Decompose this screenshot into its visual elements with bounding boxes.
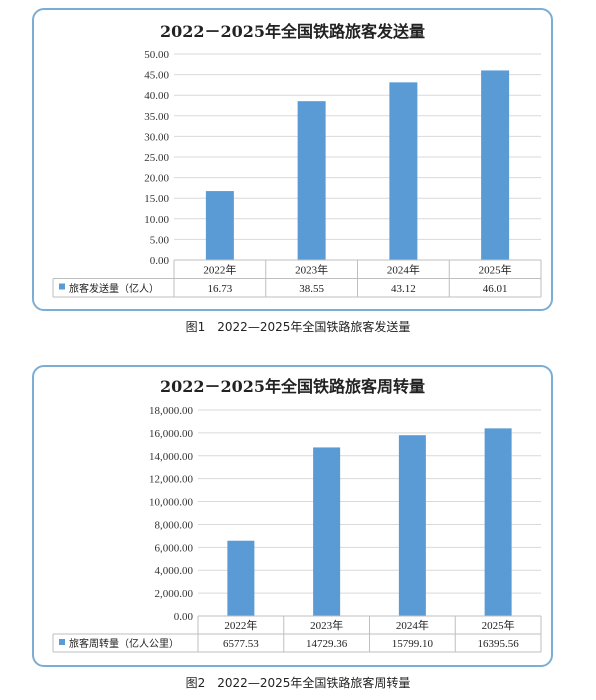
y-tick-label: 10.00 bbox=[144, 214, 169, 226]
category-label: 2025年 bbox=[479, 263, 512, 277]
data-table-value: 46.01 bbox=[483, 283, 508, 295]
bar-2024年 bbox=[389, 82, 418, 260]
y-tick-label: 8,000.00 bbox=[155, 519, 194, 531]
bar-2024年 bbox=[398, 435, 426, 616]
category-label: 2023年 bbox=[295, 263, 328, 277]
category-label: 2022年 bbox=[224, 618, 257, 632]
bar-2022年 bbox=[205, 191, 234, 260]
category-label: 2023年 bbox=[310, 618, 343, 632]
legend-key-swatch bbox=[59, 283, 65, 290]
chart-panel-passenger-turnover: 2022－2025年全国铁路旅客周转量 0.00 2,000.00 4,000.00 6… bbox=[32, 365, 553, 667]
data-table-value: 14729.36 bbox=[306, 638, 348, 650]
bar-2025年 bbox=[481, 70, 510, 260]
chart-panel-passenger-volume: 2022－2025年全国铁路旅客发送量 0.00 5.00 10.00 15.00 20.… bbox=[32, 8, 553, 311]
data-table-value: 16.73 bbox=[208, 283, 233, 295]
y-tick-label: 25.00 bbox=[144, 152, 169, 164]
data-table-value: 38.55 bbox=[299, 283, 324, 295]
category-label: 2024年 bbox=[387, 263, 420, 277]
y-tick-label: 14,000.00 bbox=[149, 451, 194, 463]
y-tick-label: 20.00 bbox=[144, 173, 169, 185]
data-table-value: 15799.10 bbox=[392, 638, 434, 650]
y-tick-label: 30.00 bbox=[144, 131, 169, 143]
y-tick-label: 10,000.00 bbox=[149, 497, 194, 509]
series-label: 旅客发送量（亿人） bbox=[69, 282, 159, 295]
data-table-value: 43.12 bbox=[391, 283, 416, 295]
y-tick-label: 16,000.00 bbox=[149, 428, 194, 440]
category-label: 2022年 bbox=[203, 263, 236, 277]
y-tick-label: 0.00 bbox=[150, 255, 170, 267]
data-table-value: 16395.56 bbox=[478, 638, 520, 650]
y-tick-label: 2,000.00 bbox=[155, 588, 194, 600]
chart-passenger-turnover: 2022－2025年全国铁路旅客周转量 0.00 2,000.00 4,000.00 6… bbox=[52, 377, 542, 653]
y-tick-label: 15.00 bbox=[144, 193, 169, 205]
figure-caption-2: 图2 2022—2025年全国铁路旅客周转量 bbox=[185, 676, 411, 690]
series-label: 旅客周转量（亿人公里） bbox=[69, 637, 179, 650]
chart-title: 2022－2025年全国铁路旅客发送量 bbox=[160, 22, 425, 41]
y-tick-label: 45.00 bbox=[144, 70, 169, 82]
data-table-value: 6577.53 bbox=[223, 638, 259, 650]
figure-caption-1: 图1 2022—2025年全国铁路旅客发送量 bbox=[185, 320, 411, 334]
bar-2022年 bbox=[227, 540, 255, 616]
bar-2023年 bbox=[297, 101, 326, 260]
y-tick-label: 18,000.00 bbox=[149, 405, 194, 417]
bar-2025年 bbox=[484, 428, 512, 616]
y-tick-label: 50.00 bbox=[144, 49, 169, 61]
chart-passenger-volume: 2022－2025年全国铁路旅客发送量 0.00 5.00 10.00 15.00 20.… bbox=[52, 22, 542, 298]
y-tick-label: 40.00 bbox=[144, 90, 169, 102]
chart-title: 2022－2025年全国铁路旅客周转量 bbox=[160, 377, 425, 396]
category-label: 2024年 bbox=[396, 618, 429, 632]
y-tick-label: 6,000.00 bbox=[155, 542, 194, 554]
y-tick-label: 12,000.00 bbox=[149, 474, 194, 486]
y-tick-label: 35.00 bbox=[144, 111, 169, 123]
y-tick-label: 5.00 bbox=[150, 234, 170, 246]
y-tick-label: 4,000.00 bbox=[155, 565, 194, 577]
legend-key-swatch bbox=[59, 639, 65, 645]
y-tick-label: 0.00 bbox=[174, 611, 194, 623]
category-label: 2025年 bbox=[482, 618, 515, 632]
bar-2023年 bbox=[313, 447, 341, 616]
